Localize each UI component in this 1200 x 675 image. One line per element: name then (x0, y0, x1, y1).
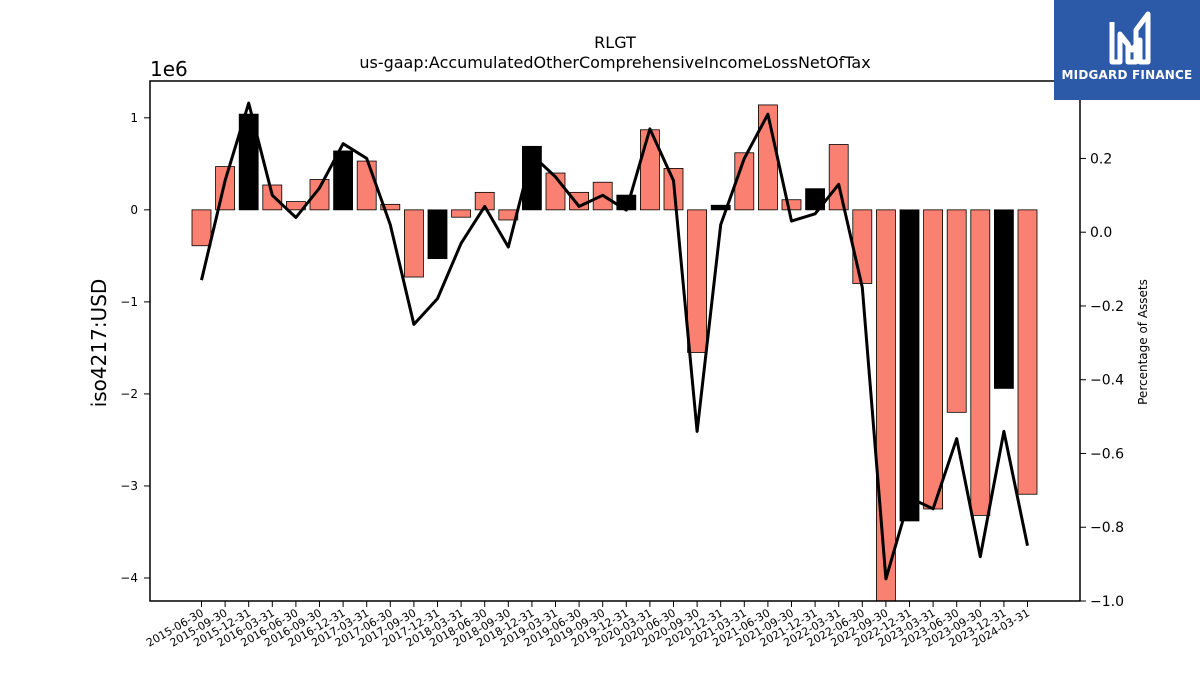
bar-2022-12-31 (899, 209, 920, 522)
bar-2021-09-30 (781, 199, 802, 211)
y-tick-label: 0 (130, 203, 138, 217)
bar-2016-12-31 (333, 150, 354, 211)
bar-2018-06-30 (474, 191, 495, 211)
bars-group (191, 104, 1038, 602)
bar-2023-12-31 (994, 209, 1014, 389)
y2-axis-label: Percentage of Assets (1136, 279, 1150, 405)
y2-tick-label: 0.0 (1090, 225, 1112, 241)
plot-frame (149, 80, 1081, 602)
chart-title: RLGT (594, 33, 636, 52)
y2-tick-label: −0.4 (1090, 373, 1124, 389)
line-group (200, 101, 1029, 581)
series-line (200, 101, 1029, 581)
y-tick-label: 1 (130, 111, 138, 125)
bar-2018-03-31 (451, 209, 472, 218)
y2-tick-label: −0.6 (1090, 446, 1124, 462)
bar-2017-09-30 (403, 209, 424, 278)
y-axis-label: iso4217:USD (87, 279, 111, 408)
y-tick-label: −3 (120, 479, 138, 493)
y2-tick-label: −0.2 (1090, 299, 1124, 315)
bar-2023-03-31 (923, 209, 943, 510)
bar-2022-06-30 (852, 209, 873, 284)
bar-2015-06-30 (191, 209, 212, 247)
y2-ticks: 0.2 0.0 −0.2 −0.4 −0.6 −0.8 −1.0 (1080, 151, 1124, 610)
bar-2020-12-31 (710, 204, 731, 211)
y-offset-label: 1e6 (150, 57, 188, 81)
bar-2017-03-31 (356, 160, 377, 211)
bar-2021-12-31 (805, 188, 825, 211)
bar-2023-09-30 (970, 209, 991, 516)
y-tick-label: −2 (120, 387, 138, 401)
bar-2016-03-31 (262, 184, 283, 211)
bar-2023-06-30 (946, 209, 967, 413)
bar-2020-09-30 (687, 209, 707, 353)
bar-2017-12-31 (427, 209, 448, 260)
bar-2022-09-30 (876, 209, 896, 602)
logo-text: MIDGARD FINANCE (1061, 68, 1193, 82)
y-tick-label: −4 (120, 571, 138, 585)
bar-2018-12-31 (522, 145, 542, 211)
chart-subtitle: us-gaap:AccumulatedOtherComprehensiveInc… (359, 53, 870, 72)
y-tick-label: −1 (120, 295, 138, 309)
y2-tick-label: −0.8 (1090, 520, 1124, 536)
x-ticks: 2015-06-302015-09-302015-12-312016-03-31… (144, 601, 1032, 650)
bar-2024-03-31 (1017, 209, 1038, 495)
bar-2022-03-31 (828, 144, 849, 211)
bar-2015-12-31 (238, 113, 259, 211)
brand-logo: MIDGARD FINANCE (1054, 0, 1200, 100)
bar-2016-09-30 (309, 179, 330, 211)
y2-tick-label: 0.2 (1090, 151, 1112, 167)
y-ticks: 1 0 −1 −2 −3 −4 (120, 111, 150, 585)
y2-tick-label: −1.0 (1090, 594, 1124, 610)
bar-2017-06-30 (380, 203, 401, 211)
logo-mark-icon (1109, 11, 1151, 65)
